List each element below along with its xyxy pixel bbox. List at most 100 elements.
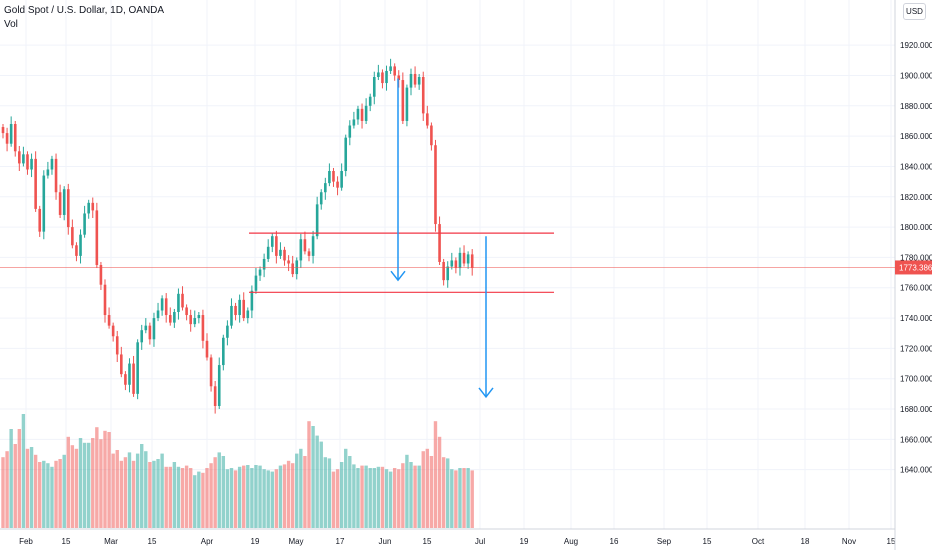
candle-body — [442, 261, 445, 281]
volume-bar — [433, 421, 438, 528]
volume-bar — [450, 469, 454, 528]
candle-body — [409, 73, 413, 88]
candle-body — [470, 254, 474, 269]
candle-body — [458, 252, 462, 269]
candle-body — [324, 183, 327, 193]
candle-body — [144, 325, 148, 331]
candle-body — [193, 318, 197, 325]
volume-bar — [446, 458, 450, 528]
candle-body — [34, 158, 37, 209]
x-tick-label: 15 — [703, 537, 712, 546]
volume-bar — [250, 468, 254, 528]
volume-bar — [172, 462, 177, 528]
candle-body — [140, 330, 144, 343]
y-tick-label: 1660.000 — [900, 435, 932, 444]
candle-body — [344, 137, 348, 171]
y-tick-label: 1740.000 — [900, 314, 932, 323]
volume-bar — [13, 444, 17, 528]
volume-bar — [376, 466, 381, 528]
candle-body — [348, 125, 352, 138]
x-tick-label: 15 — [148, 537, 157, 546]
candle-body — [275, 236, 278, 256]
candle-body — [132, 363, 135, 394]
volume-bar — [242, 465, 246, 528]
candle-body — [124, 374, 127, 385]
y-tick-label: 1680.000 — [900, 405, 932, 414]
volume-bar — [258, 465, 262, 528]
candle-body — [50, 158, 54, 170]
volume-bar — [111, 453, 115, 528]
candle-body — [430, 125, 433, 146]
volume-bar — [311, 426, 315, 528]
candle-body — [152, 318, 156, 340]
volume-bar — [156, 459, 160, 528]
volume-bar — [70, 445, 75, 528]
volume-bar — [160, 453, 164, 528]
volume-bar — [38, 462, 42, 528]
candle-body — [446, 266, 450, 281]
volume-bar — [323, 457, 328, 528]
x-tick-label: 15 — [423, 537, 432, 546]
candle-body — [372, 77, 376, 97]
candle-body — [377, 72, 380, 77]
volume-bar — [315, 435, 319, 528]
volume-bar — [335, 469, 340, 528]
candle-body — [128, 363, 131, 385]
candle-body — [107, 315, 111, 326]
volume-bar — [348, 456, 352, 528]
candle-body — [38, 208, 42, 232]
volume-bar — [380, 466, 385, 528]
volume-bar — [140, 444, 144, 528]
volume-bar — [188, 468, 193, 528]
candle-body — [262, 258, 266, 270]
x-tick-label: 15 — [62, 537, 71, 546]
volume-bar — [209, 463, 213, 528]
last-price-badge — [895, 260, 932, 275]
y-tick-label: 1800.000 — [900, 223, 932, 232]
volume-bar — [201, 472, 205, 528]
candle-body — [364, 105, 368, 121]
y-tick-label: 1640.000 — [900, 466, 932, 475]
volume-bar — [131, 460, 136, 528]
volume-bar — [152, 460, 156, 528]
candle-body — [426, 113, 429, 126]
volume-bar — [119, 460, 124, 528]
candle-body — [413, 73, 417, 85]
candle-body — [438, 224, 441, 262]
candle-body — [71, 227, 74, 246]
candle-body — [79, 234, 82, 256]
candle-body — [450, 260, 454, 267]
volume-bar — [25, 448, 30, 528]
candle-body — [87, 202, 90, 214]
volume-bar — [205, 468, 209, 528]
volume-bar — [176, 466, 181, 528]
candle-body — [254, 275, 258, 291]
volume-bar — [127, 452, 132, 528]
volume-bar — [46, 463, 50, 528]
volume-legend-label: Vol — [4, 19, 18, 30]
candle-body — [385, 70, 388, 84]
currency-button[interactable]: USD — [903, 3, 926, 20]
x-tick-label: Sep — [657, 537, 672, 546]
volume-bar — [270, 471, 274, 528]
candle-body — [103, 284, 107, 316]
volume-bar — [466, 468, 470, 528]
candle-body — [434, 145, 437, 225]
y-tick-label: 1900.000 — [900, 71, 932, 80]
candle-body — [250, 290, 254, 311]
volume-bar — [184, 465, 189, 528]
candle-body — [311, 236, 315, 256]
volume-bar — [388, 471, 393, 528]
volume-bar — [197, 471, 201, 528]
candle-body — [315, 204, 319, 237]
volume-bar — [66, 436, 70, 528]
candle-body — [230, 305, 233, 326]
volume-bar — [262, 469, 266, 528]
candle-body — [95, 210, 99, 265]
candle-body — [99, 265, 103, 285]
volume-bar — [405, 454, 409, 528]
candle-body — [189, 315, 192, 325]
candle-body — [209, 357, 213, 387]
